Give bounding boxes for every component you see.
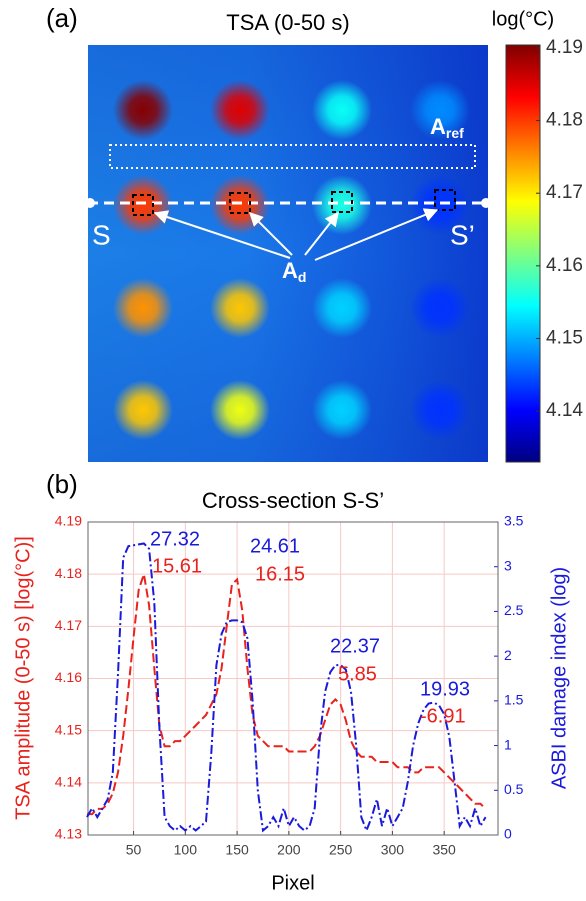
- y-tick-label: 4.13: [55, 826, 82, 842]
- panel-a: (a) TSA (0-50 s) log(°C) S S’ Ad Aref 4.…: [46, 3, 583, 462]
- spot: [312, 80, 372, 140]
- chart-title: TSA (0-50 s): [226, 10, 349, 35]
- y-tick-label: 4.14: [55, 774, 82, 790]
- annotation-sub: ref: [446, 125, 464, 141]
- colorbar: 4.14 4.15 4.16 4.17 4.18 4.19: [506, 37, 583, 462]
- spot: [113, 175, 173, 235]
- spot: [210, 380, 270, 440]
- colorbar-tick-label: 4.19: [546, 37, 583, 58]
- colorbar-tick-label: 4.14: [546, 400, 583, 421]
- y-tick-label: 4.18: [55, 565, 82, 581]
- annotation-sub: d: [298, 269, 307, 285]
- spot: [410, 380, 470, 440]
- x-tick-label: 50: [126, 842, 142, 858]
- x-tick-label: 300: [381, 842, 405, 858]
- y2-tick-label: 3.5: [504, 513, 524, 529]
- y-axis-label: TSA amplitude (0-50 s) [log(°C)]: [12, 536, 34, 820]
- y-tick-label: 4.19: [55, 513, 82, 529]
- spot: [312, 380, 372, 440]
- section-end: [85, 198, 95, 208]
- spot: [210, 278, 270, 338]
- colorbar-tick-label: 4.18: [546, 110, 583, 131]
- annotation: 22.37: [330, 635, 380, 657]
- annotation: 19.93: [420, 678, 470, 700]
- spot: [410, 278, 470, 338]
- colorbar-tick-label: 4.17: [546, 182, 583, 203]
- y2-tick-label: 0.5: [504, 781, 524, 797]
- annotation: S’: [450, 219, 475, 250]
- annotation: 15.61: [152, 555, 202, 577]
- section-end: [481, 198, 491, 208]
- y2-tick-label: 2: [504, 647, 512, 663]
- panel-b: (b) Cross-section S-S’ Pixel TSA amplitu…: [12, 469, 570, 894]
- annotation: 24.61: [250, 535, 300, 557]
- spot: [312, 278, 372, 338]
- y2-tick-label: 3: [504, 557, 512, 573]
- annotation-main: A: [282, 258, 298, 283]
- y2-tick-label: 0: [504, 826, 512, 842]
- annotation: -6.91: [420, 705, 466, 727]
- colorbar-tick-label: 4.15: [546, 328, 583, 349]
- annotation-main: A: [430, 114, 446, 139]
- x-tick-label: 350: [432, 842, 456, 858]
- x-axis-label: Pixel: [271, 872, 314, 894]
- spot: [312, 175, 372, 235]
- y-tick-label: 4.17: [55, 617, 82, 633]
- x-tick-label: 200: [277, 842, 301, 858]
- annotation: S: [92, 219, 111, 250]
- y2-tick-label: 1: [504, 736, 512, 752]
- spot: [210, 175, 270, 235]
- colorbar-label: log(°C): [492, 8, 554, 30]
- spot: [113, 380, 173, 440]
- y2-tick-label: 2.5: [504, 602, 524, 618]
- annotation: 27.32: [150, 528, 200, 550]
- spot: [210, 80, 270, 140]
- chart-title: Cross-section S-S’: [202, 488, 384, 513]
- y-tick-label: 4.16: [55, 669, 82, 685]
- annotation: 5.85: [338, 663, 377, 685]
- spot: [113, 278, 173, 338]
- spot: [113, 80, 173, 140]
- colorbar-tick-label: 4.16: [546, 255, 583, 276]
- x-tick-label: 150: [225, 842, 249, 858]
- colorbar-scale: [506, 45, 540, 462]
- y2-axis-label: ASBI damage index (log): [548, 567, 570, 789]
- x-tick-label: 100: [174, 842, 198, 858]
- panel-label: (b): [46, 469, 78, 499]
- y2-tick-label: 1.5: [504, 692, 524, 708]
- annotation: 16.15: [255, 563, 305, 585]
- x-tick-label: 250: [329, 842, 353, 858]
- y-tick-label: 4.15: [55, 721, 82, 737]
- figure: (a) TSA (0-50 s) log(°C) S S’ Ad Aref 4.…: [0, 0, 586, 901]
- panel-label: (a): [46, 3, 78, 33]
